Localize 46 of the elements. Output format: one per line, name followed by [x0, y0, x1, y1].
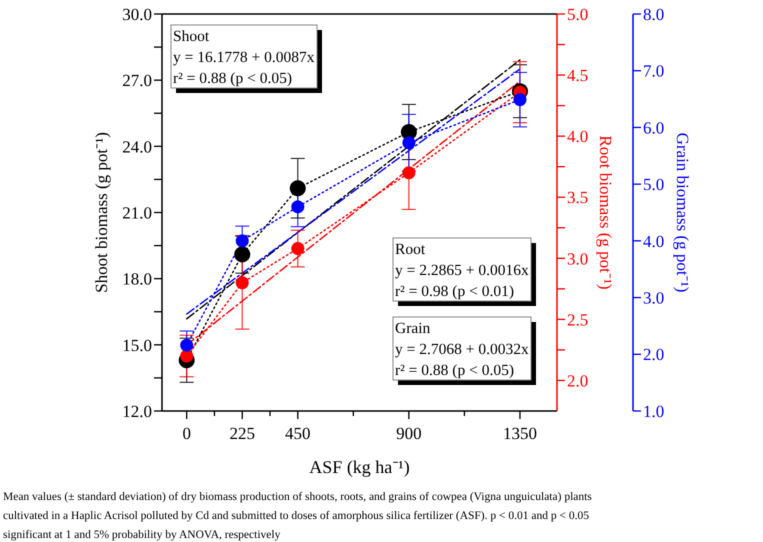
point	[290, 180, 306, 196]
point	[402, 166, 416, 180]
point	[236, 234, 249, 248]
x-tick-label: 900	[396, 424, 422, 443]
y3-tick-label: 1.0	[643, 402, 664, 421]
y3-tick-label: 8.0	[643, 4, 664, 24]
y-tick-label: 27.0	[122, 71, 152, 90]
point	[234, 246, 250, 262]
y-tick-label: 21.0	[122, 203, 152, 222]
y3-tick-label: 7.0	[643, 62, 664, 81]
y-tick-label: 30.0	[122, 4, 152, 24]
point	[291, 242, 304, 256]
y2-tick-label: 2.5	[567, 310, 588, 330]
y-tick-label: 12.0	[122, 402, 152, 421]
x-tick-label: 450	[285, 424, 311, 443]
y-tick-label: 24.0	[122, 137, 152, 156]
y3-axis-title: Grain biomass (g pot⁻¹)	[673, 132, 692, 292]
point	[180, 350, 194, 363]
y-tick-label: 18.0	[122, 270, 152, 289]
point	[513, 93, 526, 106]
x-axis-title: ASF (kg ha⁻¹)	[309, 457, 410, 477]
y2-tick-label: 5.0	[567, 4, 588, 24]
annotation: Grain y = 2.7068 + 0.0032x r² = 0.88 (p < 0.05)	[395, 320, 529, 379]
point	[402, 136, 416, 150]
x-tick-label: 1350	[502, 424, 537, 443]
text: Mean values (± standard deviation) of dry biomass production of shoots, roots, and grains of cowpea (Vigna unguiculata) plants cultivated in a Haplic Acrisol polluted by Cd and submitted to doses of amorphous silica fertilizer (ASF). p < 0.01 and p < 0.05 significant at 1 and 5% probability by ANOVA, respectively	[3, 491, 592, 541]
y2-tick-label: 3.0	[567, 249, 588, 268]
y-axis-title: Shoot biomass (g pot⁻¹)	[92, 132, 111, 293]
y3-tick-label: 3.0	[643, 288, 664, 308]
y-tick-label: 15.0	[122, 336, 152, 355]
y2-tick-label: 4.0	[567, 127, 588, 146]
y2-axis-title: Root biomass (g pot⁻¹)	[596, 135, 615, 290]
x-tick-label: 0	[182, 424, 191, 443]
x-tick-label: 225	[229, 424, 255, 443]
y3-tick-label: 5.0	[643, 175, 664, 194]
point	[180, 338, 194, 352]
annotation: Shoot y = 16.1778 + 0.0087x r² = 0.88 (p < 0.05)	[173, 28, 315, 87]
y3-tick-label: 4.0	[643, 232, 664, 251]
y2-tick-label: 2.0	[567, 371, 588, 390]
point	[291, 200, 304, 214]
point	[236, 276, 249, 290]
y3-tick-label: 6.0	[643, 118, 664, 138]
y2-tick-label: 3.5	[567, 188, 588, 208]
y3-tick-label: 2.0	[643, 345, 664, 364]
annotation: Root y = 2.2865 + 0.0016x r² = 0.98 (p < 0.01)	[395, 241, 529, 300]
y2-tick-label: 4.5	[567, 66, 588, 86]
